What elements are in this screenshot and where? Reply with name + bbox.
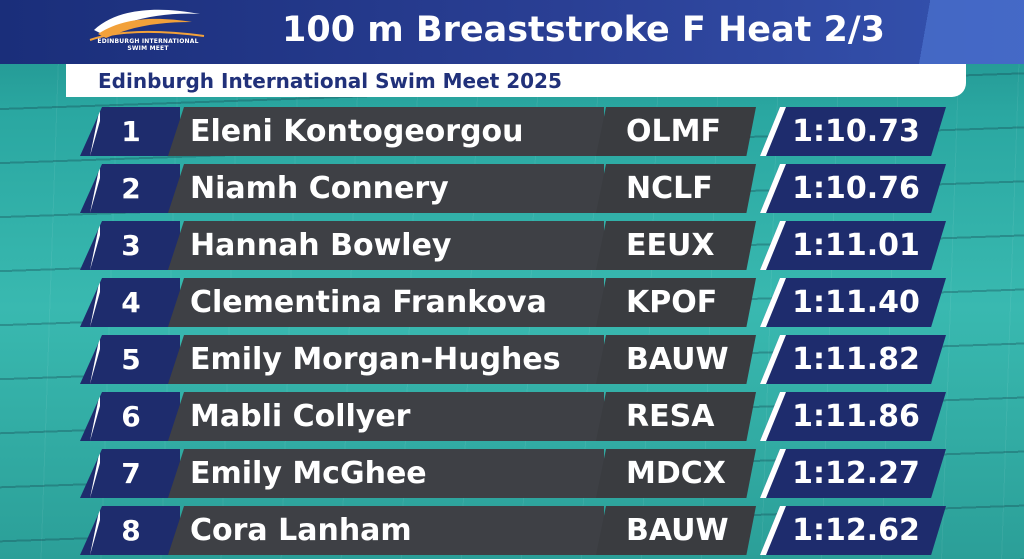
- result-row: 3 Hannah Bowley EEUX 1:11.01: [0, 221, 1024, 270]
- page-title: 100 m Breaststroke F Heat 2/3: [282, 10, 886, 50]
- club-box: [596, 278, 756, 327]
- club-code: MDCX: [626, 456, 726, 491]
- result-row: 8 Cora Lanham BAUW 1:12.62: [0, 506, 1024, 555]
- logo-text: EDINBURGH INTERNATIONAL SWIM MEET: [97, 38, 199, 52]
- time-box: [760, 278, 946, 327]
- time-box: [760, 506, 946, 555]
- club-code: RESA: [626, 399, 715, 434]
- finish-time: 1:11.82: [792, 342, 920, 377]
- result-row: 6 Mabli Collyer RESA 1:11.86: [0, 392, 1024, 441]
- rank-number: 6: [121, 400, 141, 433]
- club-box: [596, 392, 756, 441]
- rank-number: 3: [121, 229, 141, 262]
- name-box: [168, 221, 604, 270]
- swimmer-name: Mabli Collyer: [190, 399, 411, 434]
- result-row: 1 Eleni Kontogeorgou OLMF 1:10.73: [0, 107, 1024, 156]
- name-box: [168, 506, 604, 555]
- swimmer-name: Emily McGhee: [190, 456, 427, 491]
- finish-time: 1:11.86: [792, 399, 920, 434]
- club-box: [596, 506, 756, 555]
- name-box: [168, 278, 604, 327]
- club-code: BAUW: [626, 342, 729, 377]
- finish-time: 1:12.27: [792, 456, 920, 491]
- rank-number: 5: [121, 343, 141, 376]
- time-box: [760, 221, 946, 270]
- swimmer-name: Cora Lanham: [190, 513, 412, 548]
- finish-time: 1:12.62: [792, 513, 920, 548]
- finish-time: 1:10.76: [792, 171, 920, 206]
- swimmer-name: Clementina Frankova: [190, 285, 547, 320]
- name-box: [168, 335, 604, 384]
- name-box: [168, 164, 604, 213]
- finish-time: 1:11.01: [792, 228, 920, 263]
- finish-time: 1:10.73: [792, 114, 920, 149]
- time-box: [760, 107, 946, 156]
- time-box: [760, 449, 946, 498]
- result-row: 4 Clementina Frankova KPOF 1:11.40: [0, 278, 1024, 327]
- result-row: 7 Emily McGhee MDCX 1:12.27: [0, 449, 1024, 498]
- swimmer-name: Emily Morgan-Hughes: [190, 342, 561, 377]
- name-box: [168, 392, 604, 441]
- finish-time: 1:11.40: [792, 285, 920, 320]
- subtitle-banner: [66, 64, 966, 97]
- club-box: [596, 164, 756, 213]
- rank-number: 1: [121, 115, 141, 148]
- club-box: [596, 107, 756, 156]
- name-box: [168, 107, 604, 156]
- club-code: KPOF: [626, 285, 718, 320]
- rank-number: 4: [121, 286, 141, 319]
- club-code: EEUX: [626, 228, 715, 263]
- rank-number: 2: [121, 172, 141, 205]
- swimmer-name: Hannah Bowley: [190, 228, 452, 263]
- club-box: [596, 221, 756, 270]
- result-row: 5 Emily Morgan-Hughes BAUW 1:11.82: [0, 335, 1024, 384]
- club-code: BAUW: [626, 513, 729, 548]
- time-box: [760, 392, 946, 441]
- rank-number: 8: [121, 514, 141, 547]
- header-stripe: [904, 0, 1024, 64]
- club-box: [596, 335, 756, 384]
- club-code: OLMF: [626, 114, 721, 149]
- time-box: [760, 164, 946, 213]
- swim-meet-logo-icon: [89, 9, 205, 41]
- swimmer-name: Niamh Connery: [190, 171, 449, 206]
- rank-number: 7: [121, 457, 141, 490]
- club-box: [596, 449, 756, 498]
- name-box: [168, 449, 604, 498]
- result-row: 2 Niamh Connery NCLF 1:10.76: [0, 164, 1024, 213]
- club-code: NCLF: [626, 171, 713, 206]
- meet-name: Edinburgh International Swim Meet 2025: [98, 69, 562, 93]
- time-box: [760, 335, 946, 384]
- swimmer-name: Eleni Kontogeorgou: [190, 114, 524, 149]
